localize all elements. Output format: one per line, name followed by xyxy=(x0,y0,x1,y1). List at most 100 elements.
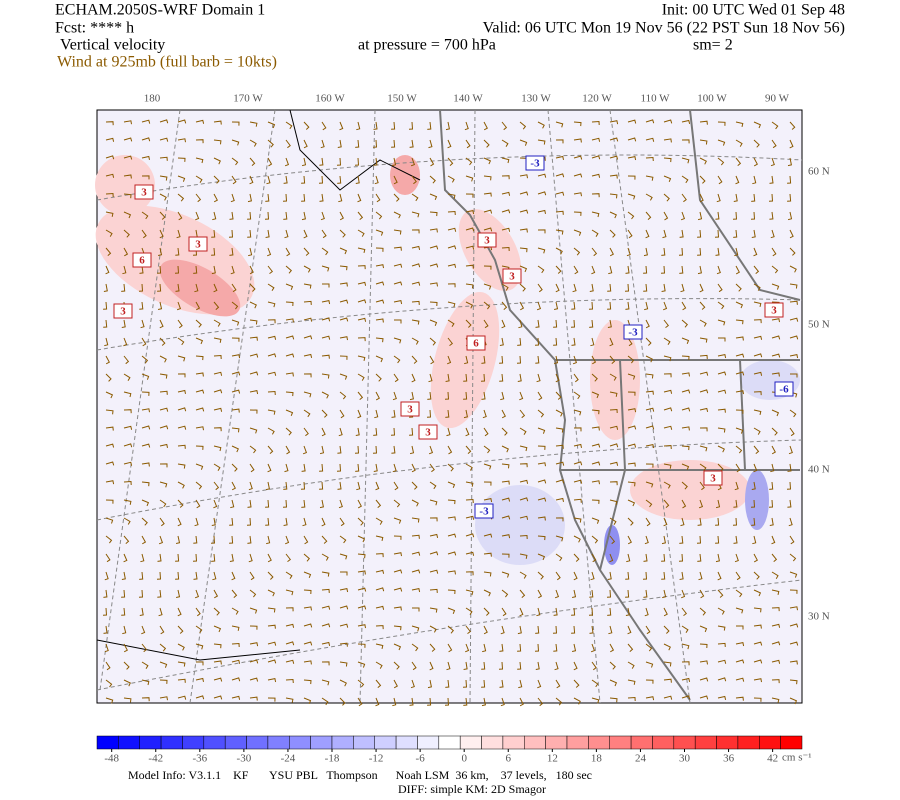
wind-barb xyxy=(177,425,187,430)
wind-barb xyxy=(699,463,707,472)
wind-barb xyxy=(663,661,672,667)
wind-barb xyxy=(718,337,726,342)
wind-barb xyxy=(715,211,720,220)
wind-barb xyxy=(213,120,222,125)
colorbar-cell xyxy=(96,735,119,750)
wind-barb xyxy=(195,157,204,164)
wind-barb xyxy=(519,409,526,419)
wind-barb xyxy=(123,247,129,257)
wind-barb xyxy=(537,229,546,234)
wind-barb xyxy=(519,191,529,196)
contour-label-box xyxy=(132,252,152,268)
wind-barb xyxy=(213,463,221,471)
wind-barb xyxy=(141,175,150,180)
wind-barb xyxy=(411,534,420,539)
wind-barb xyxy=(555,373,560,383)
wind-barb xyxy=(736,625,744,630)
wind-barb xyxy=(519,445,528,452)
wind-barb xyxy=(105,155,115,160)
wind-barb xyxy=(753,463,758,473)
wind-barb xyxy=(339,121,344,131)
wind-barb xyxy=(499,373,504,382)
wind-barb xyxy=(285,535,290,545)
wind-barb xyxy=(229,211,234,220)
wind-barb xyxy=(609,697,618,703)
wind-barb xyxy=(699,677,709,682)
wind-barb xyxy=(213,677,223,682)
wind-barb xyxy=(717,642,726,647)
wind-barb xyxy=(645,425,655,430)
colorbar-cell xyxy=(694,735,717,750)
wind-barb xyxy=(609,355,616,364)
wind-barb xyxy=(267,283,275,291)
wind-barb xyxy=(753,247,758,257)
wind-barb xyxy=(123,517,131,525)
wind-barb xyxy=(213,445,222,452)
wind-barb xyxy=(661,283,666,292)
wind-barb xyxy=(141,443,151,448)
wind-barb xyxy=(357,570,366,575)
wind-barb xyxy=(195,319,202,328)
wind-barb xyxy=(141,119,151,124)
wind-barb xyxy=(591,120,600,126)
wind-barb xyxy=(571,607,576,616)
field-name: Vertical velocity xyxy=(60,37,165,54)
wind-barb xyxy=(267,427,275,435)
wind-barb xyxy=(393,337,402,344)
wind-barb xyxy=(465,481,474,487)
wind-barb xyxy=(138,589,144,598)
wind-barb xyxy=(375,193,381,203)
colorbar-tick-label: 6 xyxy=(506,753,512,765)
wind-barb xyxy=(500,391,505,401)
wind-barb xyxy=(770,157,775,167)
wind-barb xyxy=(501,191,511,196)
wind-barb xyxy=(447,625,455,634)
wind-barb xyxy=(339,661,348,667)
colorbar-cell xyxy=(652,735,675,750)
wind-barb xyxy=(336,157,342,166)
wind-barb xyxy=(393,625,402,631)
wind-barb xyxy=(663,695,673,700)
wind-barb xyxy=(429,643,436,652)
wind-barb xyxy=(211,265,216,275)
wind-barb xyxy=(769,517,774,526)
wind-barb xyxy=(159,373,168,379)
wind-barb xyxy=(231,283,237,293)
colorbar-cell xyxy=(160,735,183,750)
wind-barb xyxy=(357,299,367,304)
wind-barb xyxy=(609,425,619,430)
wind-barb xyxy=(141,625,146,635)
wind-barb xyxy=(321,354,330,359)
wind-barb xyxy=(699,427,708,432)
wind-barb xyxy=(123,155,133,160)
wind-barb xyxy=(195,426,204,431)
wind-barb xyxy=(555,391,562,400)
wind-barb xyxy=(735,409,744,414)
wind-barb xyxy=(267,139,274,148)
wind-barb xyxy=(301,463,306,472)
wind-barb xyxy=(447,643,453,653)
wind-barb xyxy=(231,121,240,126)
wind-barb xyxy=(663,319,670,328)
wind-barb xyxy=(375,569,385,574)
wind-barb xyxy=(355,175,360,184)
wind-barb xyxy=(393,661,400,670)
colorbar-tick-label: -36 xyxy=(192,753,207,765)
wind-barb xyxy=(177,389,186,395)
colorbar-cell xyxy=(566,735,589,750)
wind-barb xyxy=(537,535,546,541)
wind-barb xyxy=(303,229,308,239)
valid-time: Valid: 06 UTC Mon 19 Nov 56 (22 PST Sun … xyxy=(483,20,845,37)
wind-barb xyxy=(663,517,668,527)
wind-barb xyxy=(375,661,383,669)
wind-barb xyxy=(231,157,239,166)
wind-barb xyxy=(213,283,218,293)
wind-barb xyxy=(771,553,778,562)
wind-barb xyxy=(537,589,543,599)
colorbar-cell xyxy=(459,735,482,750)
colorbar-cell xyxy=(780,735,803,750)
wind-barb xyxy=(537,265,545,274)
wind-barb xyxy=(303,247,310,256)
map-labels: 180 170 W 160 W 150 W 140 W 130 W 120 W 110 W 10… xyxy=(144,93,830,623)
wind-barb xyxy=(321,409,328,418)
